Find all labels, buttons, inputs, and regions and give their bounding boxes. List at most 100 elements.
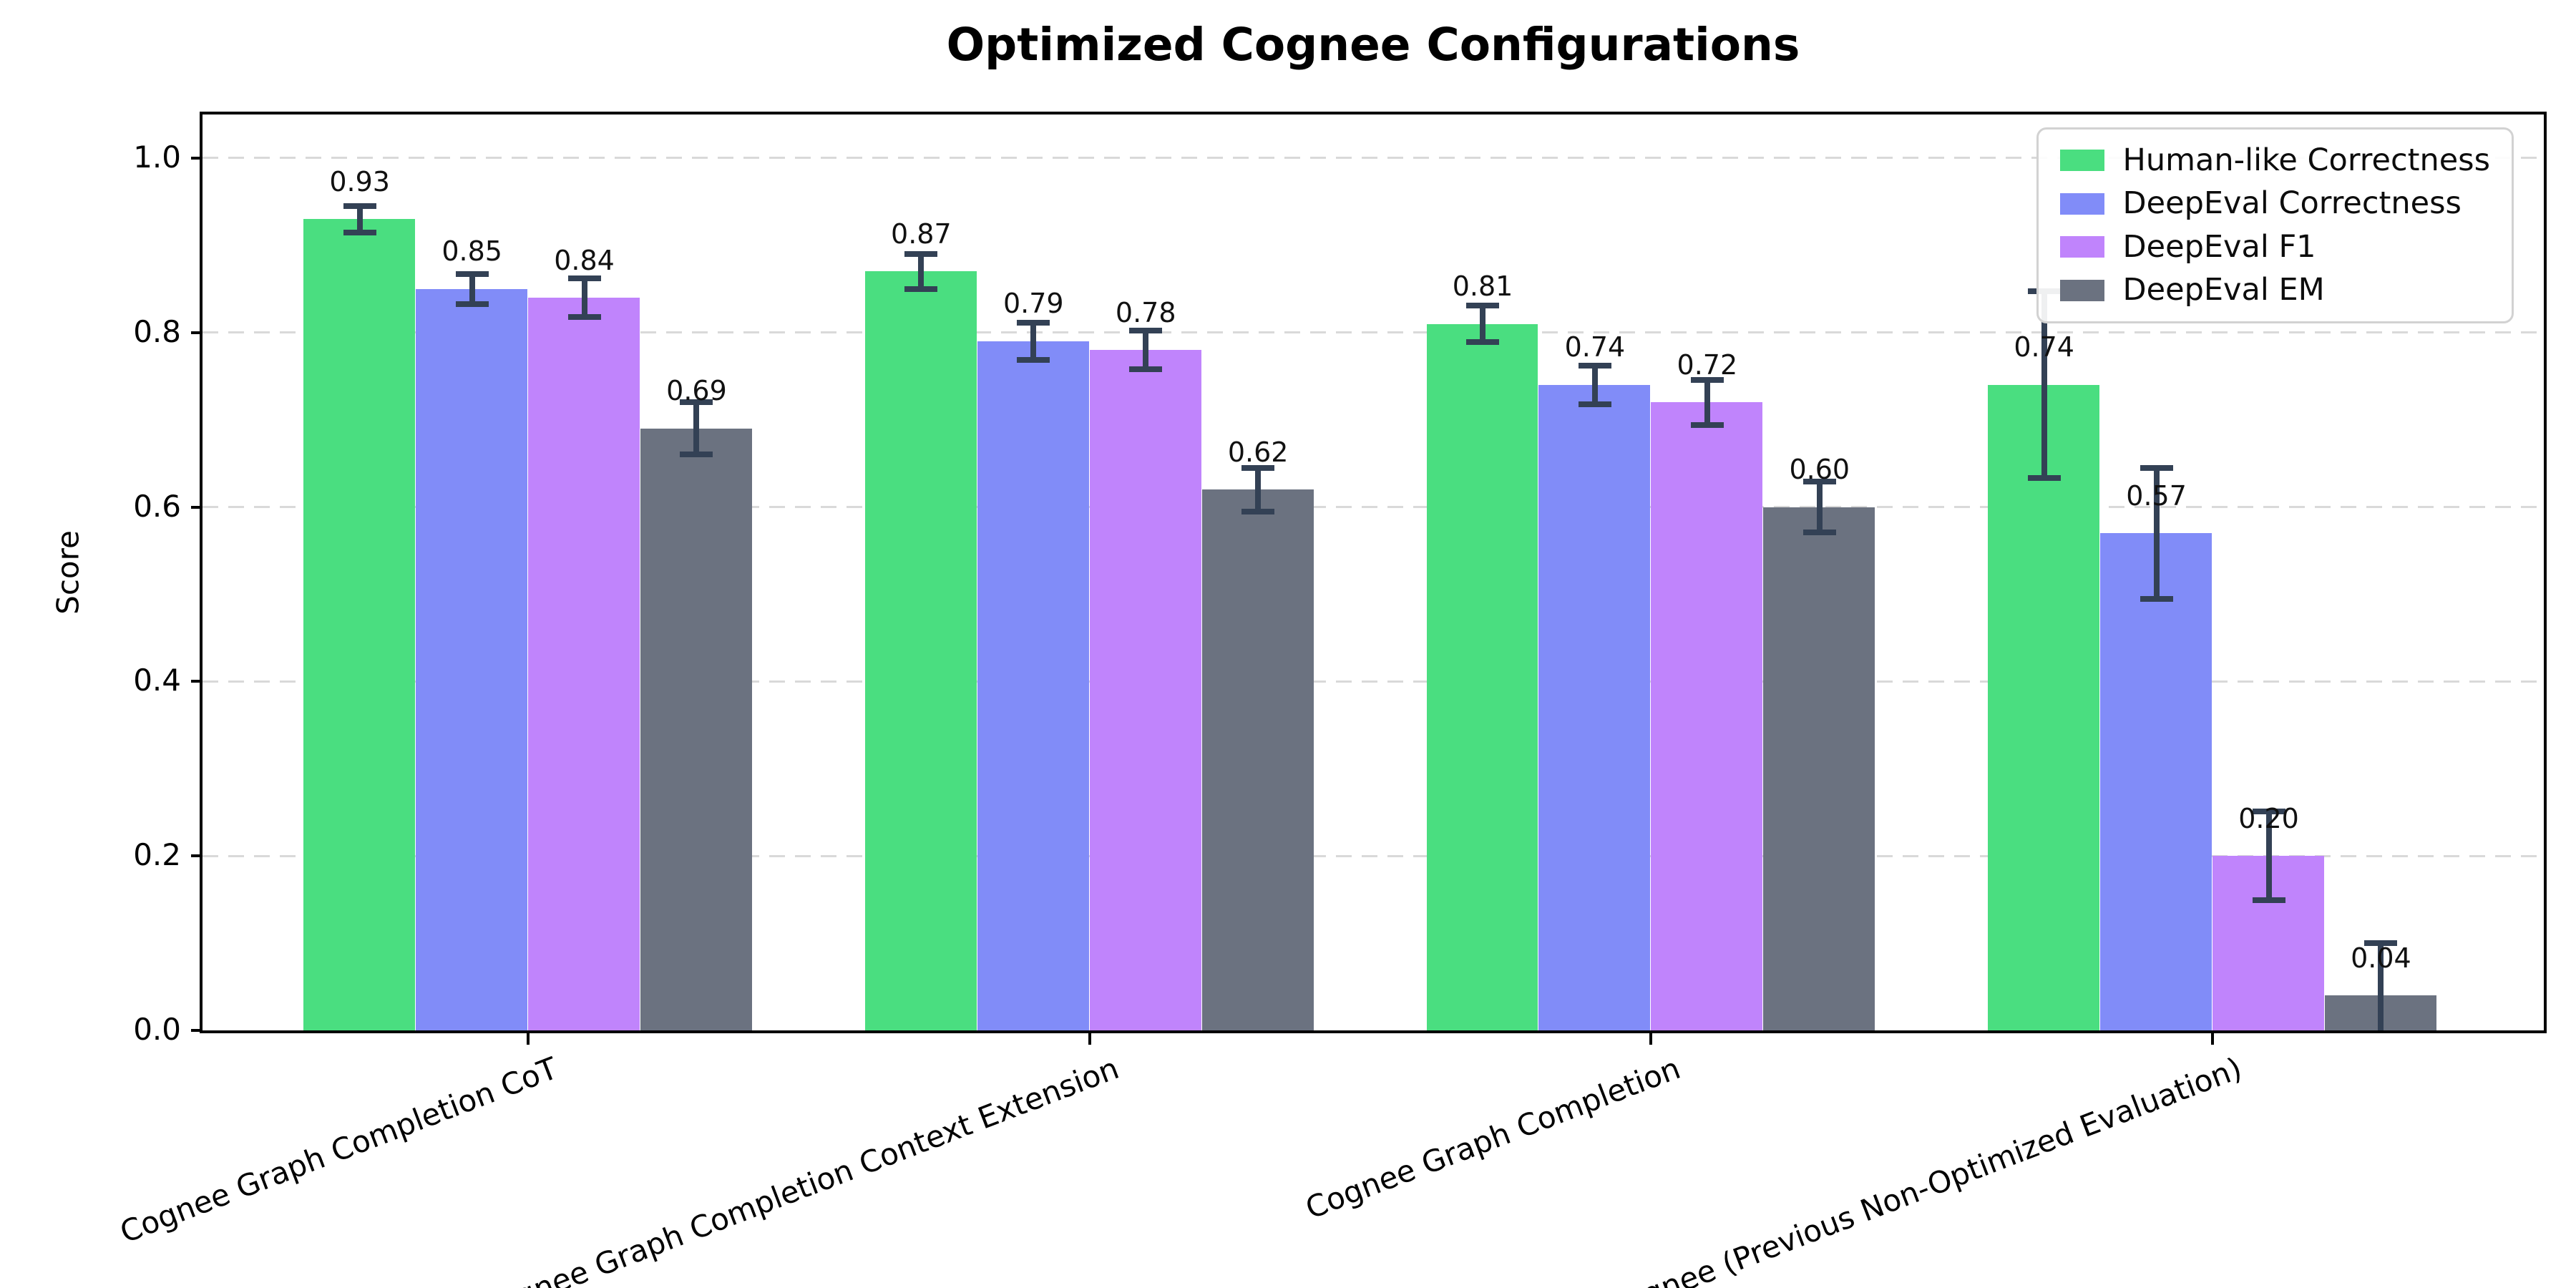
bar-value-label: 0.60 — [1789, 454, 1850, 486]
error-bar-cap-bottom — [1578, 401, 1611, 407]
bar-value-label: 0.87 — [891, 218, 952, 250]
legend-item: DeepEval Correctness — [2059, 185, 2490, 222]
x-axis-labels: Cognee Graph Completion CoT Cognee Graph … — [115, 1050, 2544, 1288]
error-bar-cap-bottom — [1466, 339, 1499, 346]
error-bar-cap-bottom — [680, 452, 713, 458]
error-bar-cap-bottom — [904, 286, 938, 292]
error-bar-line — [918, 254, 924, 289]
gridline — [203, 854, 2544, 857]
bar-value-label: 0.84 — [554, 244, 615, 276]
error-bar-cap-bottom — [1017, 356, 1050, 363]
chart-title: Optimized Cognee Configurations — [946, 19, 1800, 71]
bar-value-label: 0.79 — [1002, 288, 1064, 320]
y-tick-mark — [191, 1029, 203, 1032]
bar-value-label: 0.20 — [2238, 802, 2299, 834]
bar-value-label: 0.57 — [2126, 479, 2187, 512]
error-bar-line — [469, 274, 475, 304]
bar — [864, 271, 977, 1030]
error-bar-cap-top — [455, 271, 489, 278]
legend-swatch — [2059, 150, 2104, 172]
error-bar-line — [1816, 482, 1823, 532]
bar-value-label: 0.72 — [1677, 348, 1738, 381]
error-bar-line — [1704, 379, 1710, 425]
legend-label: DeepEval Correctness — [2122, 185, 2462, 222]
error-bar-line — [356, 206, 363, 233]
gridline — [203, 680, 2544, 683]
error-bar-line — [1143, 331, 1149, 369]
bar-value-label: 0.69 — [666, 375, 727, 407]
error-bar-cap-bottom — [1129, 366, 1163, 372]
y-tick-mark — [191, 331, 203, 334]
bar — [528, 298, 640, 1030]
y-tick-label: 0.8 — [133, 313, 181, 349]
error-bar-cap-bottom — [343, 229, 376, 235]
error-bar-line — [1480, 305, 1485, 343]
plot-spine-right — [2544, 112, 2547, 1033]
legend-label: DeepEval EM — [2122, 272, 2325, 308]
bar-value-label: 0.04 — [2351, 942, 2411, 974]
plot-area: Human-like Correctness DeepEval Correctne… — [203, 114, 2544, 1030]
bar — [2100, 533, 2212, 1030]
error-bar-line — [2041, 291, 2047, 479]
error-bar-cap-bottom — [1241, 508, 1275, 514]
y-tick-label: 0.6 — [133, 488, 181, 524]
x-tick-mark — [2211, 1033, 2215, 1045]
legend-swatch — [2059, 236, 2104, 258]
x-tick-label: Cognee Graph Completion CoT — [115, 1050, 562, 1250]
legend-item: Human-like Correctness — [2059, 144, 2490, 177]
gridline — [203, 506, 2544, 509]
y-tick-mark — [191, 854, 203, 858]
bar — [303, 219, 416, 1030]
error-bar-cap-top — [1241, 464, 1275, 471]
bar-value-label: 0.93 — [329, 165, 390, 197]
error-bar-line — [693, 402, 700, 455]
error-bar-cap-top — [1578, 363, 1611, 369]
bar-value-label: 0.74 — [1564, 331, 1626, 364]
error-bar-cap-top — [2252, 809, 2285, 815]
plot-spine-top — [200, 112, 2547, 114]
error-bar-cap-top — [1129, 328, 1163, 334]
error-bar-cap-bottom — [1690, 421, 1724, 428]
x-tick-label: Cognee Graph Completion — [1301, 1050, 1685, 1226]
error-bar-line — [2153, 467, 2160, 599]
x-tick-label: Cognee (Previous Non-Optimized Evaluatio… — [1601, 1050, 2247, 1288]
error-bar-cap-top — [1017, 320, 1050, 326]
x-tick-mark — [1649, 1033, 1653, 1045]
bar — [1763, 507, 1875, 1030]
bar — [640, 428, 752, 1030]
error-bar-cap-bottom — [567, 313, 601, 320]
x-tick-mark — [527, 1033, 530, 1045]
bar — [1651, 402, 1763, 1030]
error-bar-cap-bottom — [2027, 475, 2061, 482]
y-axis-label: Score — [50, 530, 86, 615]
y-tick-mark — [191, 505, 203, 509]
gridline — [203, 157, 2544, 160]
bar-value-label: 0.81 — [1452, 270, 1513, 303]
legend-label: DeepEval F1 — [2122, 228, 2316, 265]
error-bar-cap-bottom — [455, 301, 489, 307]
bar-value-label: 0.62 — [1227, 436, 1289, 468]
x-tick-label: Cognee Graph Completion Context Extensio… — [474, 1050, 1124, 1288]
bar-value-label: 0.74 — [2014, 331, 2074, 364]
error-bar-cap-top — [567, 275, 601, 282]
bar-value-label: 0.85 — [441, 235, 502, 268]
bar — [1988, 384, 2100, 1030]
y-tick-label: 0.2 — [133, 837, 181, 873]
y-tick-label: 0.4 — [133, 663, 181, 698]
error-bar-cap-bottom — [2252, 897, 2285, 904]
error-bar-line — [2378, 943, 2384, 1030]
error-bar-cap-top — [1690, 376, 1724, 383]
error-bar-cap-bottom — [1802, 529, 1836, 535]
error-bar-cap-top — [1802, 479, 1836, 485]
error-bar-cap-top — [2364, 940, 2398, 947]
y-tick-label: 1.0 — [133, 139, 181, 175]
legend: Human-like Correctness DeepEval Correctne… — [2036, 127, 2514, 323]
error-bar-line — [2265, 811, 2272, 901]
y-tick-label: 0.0 — [133, 1012, 181, 1047]
error-bar-cap-top — [1466, 302, 1499, 308]
bar — [1538, 384, 1651, 1030]
error-bar-line — [581, 278, 587, 317]
error-bar-line — [1255, 467, 1262, 512]
error-bar-cap-top — [2140, 464, 2173, 471]
